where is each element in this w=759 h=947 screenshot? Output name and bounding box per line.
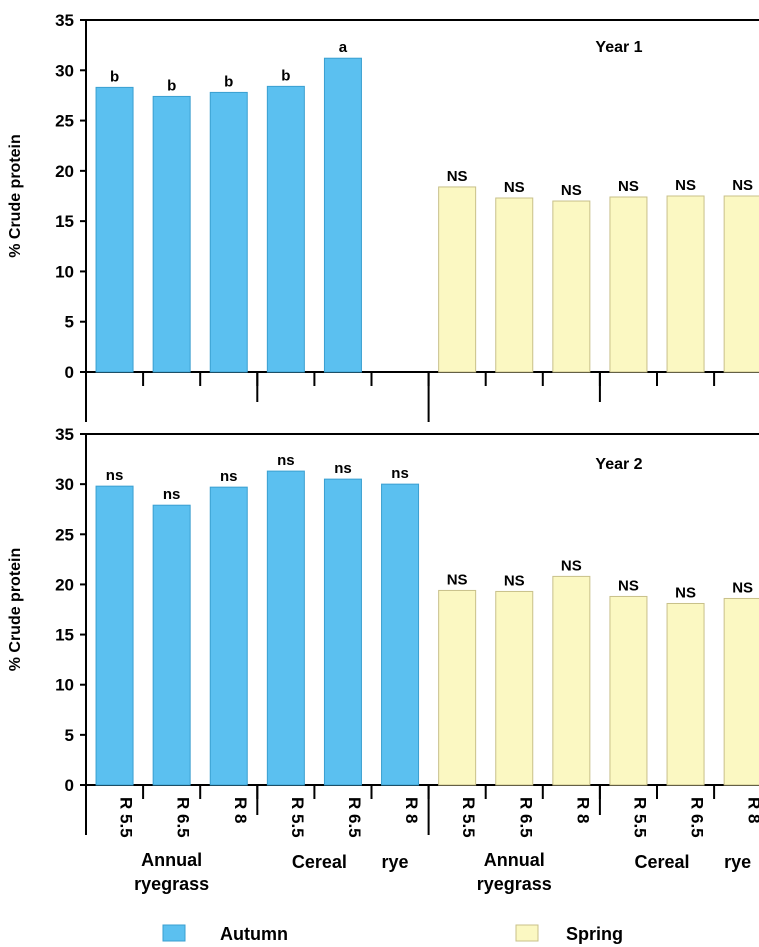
autumn-bar: [323, 57, 362, 373]
year-1-panel: 0 5 10 15 20 25 30 35 % Crude protein Year 1 b b b b a…: [7, 11, 759, 422]
significance-label: NS: [675, 177, 696, 194]
significance-label: b: [110, 68, 119, 85]
x-tick-label: R 8: [573, 797, 592, 823]
autumn-bar: [209, 486, 248, 786]
autumn-bar: [266, 85, 305, 373]
significance-label: NS: [618, 178, 639, 195]
group-label-line1: Annual: [141, 850, 202, 870]
spring-bar: [552, 200, 591, 373]
significance-label: NS: [732, 177, 753, 194]
autumn-legend-swatch: [162, 924, 186, 942]
y-tick-label: 5: [65, 313, 74, 332]
significance-label: NS: [447, 168, 468, 185]
spring-bar: [666, 195, 705, 373]
autumn-bar: [152, 95, 191, 373]
x-tick-label: R 6.5: [688, 797, 707, 838]
y-axis-title: % Crude protein: [7, 134, 24, 258]
y-tick-label: 25: [55, 112, 74, 131]
significance-label: b: [224, 73, 233, 90]
y-tick-label: 35: [55, 425, 74, 444]
significance-label: NS: [447, 571, 468, 588]
y-tick-label: 15: [55, 212, 74, 231]
autumn-bar: [323, 478, 362, 786]
significance-label: a: [339, 39, 348, 56]
significance-label: ns: [277, 452, 295, 469]
significance-label: NS: [675, 584, 696, 601]
significance-label: b: [167, 77, 176, 94]
group-label-line2: ryegrass: [134, 874, 209, 894]
significance-label: b: [281, 67, 290, 84]
x-tick-label: R 5.5: [459, 797, 478, 838]
x-tick-label: R 8: [745, 797, 759, 823]
autumn-bar: [381, 483, 420, 786]
x-axis-labels: R 5.5 R 6.5 R 8 R 5.5 R 6.5 R 8 R 5.5 R 6.5 R 8 R…: [117, 797, 759, 894]
y-axis-title: % Crude protein: [7, 548, 24, 672]
autumn-bar: [95, 485, 134, 786]
significance-label: ns: [220, 468, 238, 485]
panel-title: Year 1: [595, 39, 642, 56]
y-tick-label: 0: [65, 776, 74, 795]
y-tick-label: 0: [65, 363, 74, 382]
spring-bar: [438, 589, 477, 786]
legend-label: Autumn: [220, 924, 288, 944]
y-tick-label: 10: [55, 676, 74, 695]
significance-label: NS: [618, 577, 639, 594]
spring-bar: [438, 186, 477, 373]
spring-bar: [609, 595, 648, 786]
y-tick-label: 30: [55, 61, 74, 80]
y-tick-label: 25: [55, 525, 74, 544]
panel-title: Year 2: [595, 456, 642, 473]
x-tick-label: R 6.5: [516, 797, 535, 838]
group-label-line2: rye: [382, 852, 409, 872]
group-label-line2: ryegrass: [477, 874, 552, 894]
significance-label: NS: [504, 572, 525, 589]
spring-bar: [552, 575, 591, 786]
group-label-line1: Annual: [484, 850, 545, 870]
significance-label: ns: [334, 460, 352, 477]
y-tick-label: 10: [55, 262, 74, 281]
significance-label: ns: [391, 465, 409, 482]
group-label-line1: Cereal: [634, 852, 689, 872]
spring-bar: [666, 602, 705, 786]
y-tick-label: 30: [55, 475, 74, 494]
autumn-bar: [152, 504, 191, 786]
spring-legend-swatch: [515, 924, 539, 942]
group-label-line1: Cereal: [292, 852, 347, 872]
x-tick-label: R 5.5: [630, 797, 649, 838]
autumn-bar: [95, 86, 134, 373]
autumn-bar: [209, 91, 248, 373]
significance-label: NS: [561, 182, 582, 199]
group-label-line2: rye: [724, 852, 751, 872]
autumn-bar: [266, 470, 305, 786]
legend-label: Spring: [566, 924, 623, 944]
y-tick-label: 5: [65, 726, 74, 745]
spring-bar: [495, 590, 534, 786]
x-tick-label: R 6.5: [345, 797, 364, 838]
spring-bar: [723, 195, 759, 373]
x-tick-label: R 8: [231, 797, 250, 823]
spring-bar: [609, 196, 648, 373]
y-tick-label: 20: [55, 162, 74, 181]
legend: Autumn Spring: [162, 924, 623, 944]
significance-label: NS: [732, 579, 753, 596]
significance-label: NS: [561, 557, 582, 574]
spring-bar: [495, 197, 534, 373]
x-tick-label: R 6.5: [174, 797, 193, 838]
x-tick-label: R 5.5: [288, 797, 307, 838]
year-2-panel: 0 5 10 15 20 25 30 35 % Crude protein Year 2 ns ns n…: [7, 425, 759, 835]
y-tick-label: 15: [55, 626, 74, 645]
y-tick-label: 20: [55, 575, 74, 594]
spring-bar: [723, 597, 759, 786]
significance-label: NS: [504, 179, 525, 196]
x-tick-label: R 5.5: [117, 797, 136, 838]
significance-label: ns: [106, 467, 124, 484]
y-tick-label: 35: [55, 11, 74, 30]
x-tick-label: R 8: [402, 797, 421, 823]
significance-label: ns: [163, 486, 181, 503]
